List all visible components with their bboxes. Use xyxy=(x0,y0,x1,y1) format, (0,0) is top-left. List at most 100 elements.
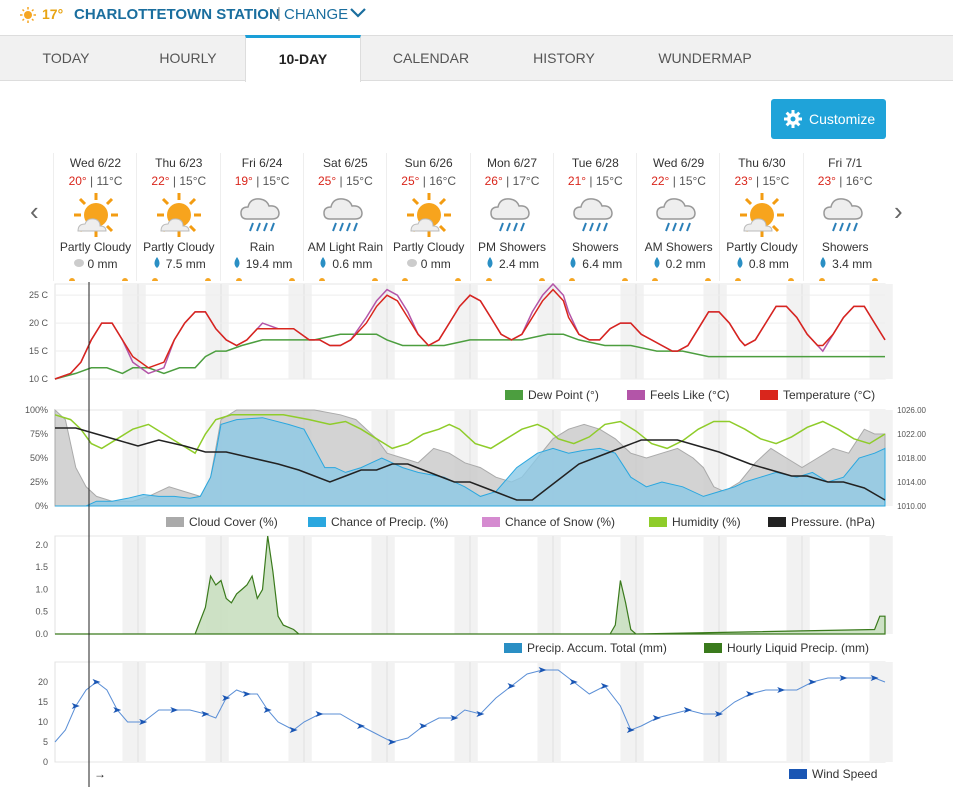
wind-direction-marker xyxy=(170,707,179,713)
day-column[interactable]: Mon 6/27 26° | 17°C PM Showers 2.4 mm xyxy=(469,153,554,281)
night-band xyxy=(620,284,644,379)
legend-swatch xyxy=(760,390,778,400)
day-low: 16°C xyxy=(429,174,457,188)
day-high: 25° xyxy=(401,174,420,188)
day-column[interactable]: Thu 6/23 22° | 15°C Partly Cloudy xyxy=(136,153,220,281)
wind-direction-marker xyxy=(92,679,101,685)
day-condition: PM Showers xyxy=(477,240,547,254)
day-column[interactable]: Wed 6/29 22° | 15°C AM Showers 0.2 mm xyxy=(636,153,720,281)
day-precip: 7.5 mm xyxy=(137,257,220,271)
day-column[interactable]: Sun 6/26 25° | 16°C Partly Cloudy xyxy=(386,153,470,281)
legend-swatch xyxy=(308,517,326,527)
sunrise-sunset-icon xyxy=(318,278,378,281)
day-precip-amount: 0 mm xyxy=(87,257,118,271)
night-band xyxy=(371,536,395,634)
legend-label[interactable]: Hourly Liquid Precip. (mm) xyxy=(727,641,869,655)
wind-direction-marker xyxy=(242,691,251,697)
day-column[interactable]: Fri 6/24 19° | 15°C Rain 19.4 mm xyxy=(219,153,304,281)
current-temperature: 17° xyxy=(42,6,64,22)
rain-icon xyxy=(323,198,363,232)
day-column[interactable]: Thu 6/30 23° | 15°C Partly Cloudy xyxy=(719,153,803,281)
day-precip-amount: 7.5 mm xyxy=(165,257,206,271)
wind-direction-marker xyxy=(315,711,324,717)
day-date: Thu 6/30 xyxy=(738,156,786,170)
station-name[interactable]: CHARLOTTETOWN STATION xyxy=(74,6,280,23)
y-tick-label: 0.5 xyxy=(35,607,48,617)
legend-label[interactable]: Cloud Cover (%) xyxy=(189,515,278,529)
wind-direction-marker xyxy=(113,707,122,713)
wind-direction-marker xyxy=(600,683,609,689)
legend-label[interactable]: Dew Point (°) xyxy=(528,388,599,402)
y-tick-label: 20 xyxy=(38,677,48,687)
day-high: 19° xyxy=(234,174,253,188)
day-precip: 2.4 mm xyxy=(471,257,554,271)
day-condition: Rain xyxy=(249,240,275,254)
y-tick-label: 1.0 xyxy=(35,584,48,594)
day-column[interactable]: Tue 6/28 21° | 15°C Showers 6.4 mm xyxy=(552,153,637,281)
day-precip-amount: 6.4 mm xyxy=(582,257,623,271)
wind-direction-marker xyxy=(289,727,298,733)
next-days-arrow[interactable]: › xyxy=(894,196,903,226)
wind-speed-line xyxy=(54,669,886,743)
day-date: Thu 6/23 xyxy=(155,156,203,170)
day-high-low: 23° | 15°C xyxy=(734,174,790,188)
day-column[interactable]: Wed 6/22 20° | 11°C Partly Cloudy xyxy=(53,153,137,281)
day-date: Tue 6/28 xyxy=(571,156,619,170)
night-band xyxy=(786,284,810,379)
night-band xyxy=(122,284,146,379)
wind-direction-marker xyxy=(626,727,635,733)
top-bar: 17° CHARLOTTETOWN STATION | CHANGE xyxy=(0,0,953,34)
y-tick-label: 15 xyxy=(38,697,48,707)
legend-label[interactable]: Wind Speed xyxy=(812,767,877,781)
day-column[interactable]: Fri 7/1 23° | 16°C Showers 3.4 mm xyxy=(802,153,887,281)
change-station-link[interactable]: CHANGE xyxy=(284,6,349,23)
wind-direction-marker xyxy=(569,679,578,685)
night-band xyxy=(703,284,727,379)
day-date: Fri 7/1 xyxy=(828,156,863,170)
tab-10-day[interactable]: 10-DAY xyxy=(245,35,361,82)
legend-label[interactable]: Feels Like (°C) xyxy=(650,388,729,402)
sunrise-sunset-icon xyxy=(402,278,462,281)
rain-icon xyxy=(656,198,696,232)
tab-today[interactable]: TODAY xyxy=(42,50,90,66)
pressure-line xyxy=(55,427,886,501)
night-band xyxy=(122,536,146,634)
legend-label[interactable]: Pressure. (hPa) xyxy=(791,515,875,529)
night-band xyxy=(786,662,810,762)
day-condition: Showers xyxy=(571,240,619,254)
day-condition: Partly Cloudy xyxy=(726,240,798,254)
chevron-down-icon[interactable] xyxy=(349,6,367,20)
raindrop-icon xyxy=(570,257,576,268)
day-low: 15°C xyxy=(345,174,373,188)
sunrise-sunset-icon xyxy=(235,278,295,281)
night-band xyxy=(454,662,478,762)
day-high-low: 25° | 15°C xyxy=(318,174,373,188)
legend-label[interactable]: Humidity (%) xyxy=(672,515,741,529)
legend-swatch xyxy=(649,517,667,527)
y-tick-label: 2.0 xyxy=(35,540,48,550)
legend-label[interactable]: Chance of Snow (%) xyxy=(505,515,615,529)
tab-history[interactable]: HISTORY xyxy=(533,50,595,66)
customize-label: Customize xyxy=(809,111,876,127)
wind-direction-marker xyxy=(808,679,817,685)
legend-label[interactable]: Precip. Accum. Total (mm) xyxy=(527,641,667,655)
day-condition: Partly Cloudy xyxy=(393,240,465,254)
tab-calendar[interactable]: CALENDAR xyxy=(392,50,470,66)
day-low: 15°C xyxy=(179,174,207,188)
night-band xyxy=(122,662,146,762)
day-column[interactable]: Sat 6/25 25° | 15°C AM Light Rain 0.6 mm xyxy=(302,153,387,281)
hourly-liquid-precip-area xyxy=(55,535,886,635)
previous-days-arrow[interactable]: ‹ xyxy=(30,196,39,226)
tab-wundermap[interactable]: WUNDERMAP xyxy=(658,50,752,66)
legend-label[interactable]: Temperature (°C) xyxy=(783,388,875,402)
customize-button[interactable]: Customize xyxy=(771,99,886,139)
day-condition: Showers xyxy=(821,240,869,254)
legend-swatch xyxy=(166,517,184,527)
wind-direction-marker xyxy=(746,691,755,697)
rain-icon xyxy=(489,198,530,232)
legend-label[interactable]: Chance of Precip. (%) xyxy=(331,515,448,529)
day-precip-amount: 0 mm xyxy=(420,257,451,271)
tab-hourly[interactable]: HOURLY xyxy=(159,50,217,66)
y-tick-label: 100% xyxy=(25,405,48,415)
day-precip: 0.2 mm xyxy=(637,257,720,271)
